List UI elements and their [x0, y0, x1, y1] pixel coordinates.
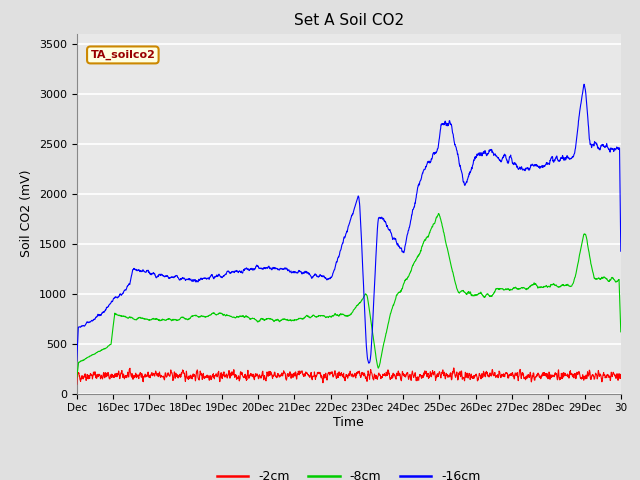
Legend: -2cm, -8cm, -16cm: -2cm, -8cm, -16cm — [212, 465, 486, 480]
Text: TA_soilco2: TA_soilco2 — [90, 50, 156, 60]
Y-axis label: Soil CO2 (mV): Soil CO2 (mV) — [20, 170, 33, 257]
X-axis label: Time: Time — [333, 416, 364, 429]
Title: Set A Soil CO2: Set A Soil CO2 — [294, 13, 404, 28]
